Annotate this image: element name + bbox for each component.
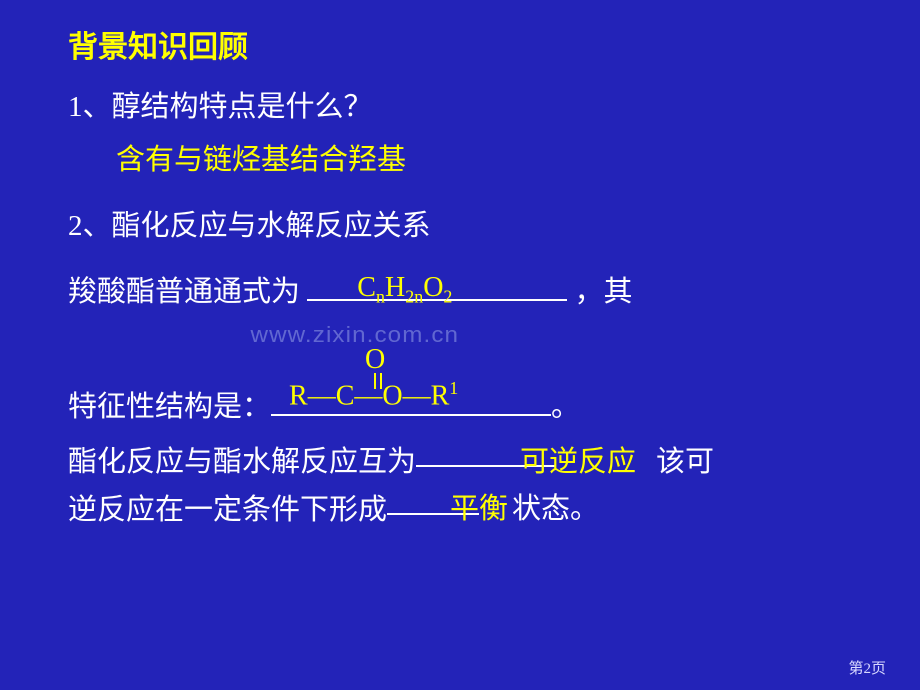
text-5a-suf: 该可 [656, 439, 714, 487]
line-reversible: 酯化反应与酯水解反应互为 可逆反应该可 逆反应在一定条件下形成 平衡状态。 [68, 439, 872, 535]
text-pre: 特征性结构是： [68, 391, 271, 423]
structure-sup: 1 [449, 378, 458, 398]
structure-formula: R—C—O—R1 [289, 378, 458, 412]
question-2: 2、酯化反应与水解反应关系 [68, 202, 872, 244]
blank-structure: O R—C—O—R1 [271, 384, 551, 416]
formula-sub-2: 2 [443, 287, 452, 307]
formula-sub-n: n [376, 287, 385, 307]
formula-O: O [423, 272, 443, 303]
answer-1: 含有与链烃基结合羟基 [116, 136, 872, 178]
text-5a-pre: 酯化反应与酯水解反应互为 [68, 446, 416, 478]
text-5b-suf: 状态。 [512, 486, 599, 534]
question-1: 1、醇结构特点是什么？ [68, 84, 872, 130]
text-suf: 。 [551, 391, 580, 423]
formula-H: H [385, 272, 405, 303]
text-5b-pre: 逆反应在一定条件下形成 [68, 494, 387, 526]
text-suf: ，其 [575, 276, 633, 308]
slide-title: 背景知识回顾 [68, 22, 872, 66]
fill-equilibrium: 平衡 [450, 486, 508, 534]
blank-formula: CnH2nO2 [307, 269, 567, 301]
formula-C: C [357, 272, 376, 303]
line-structure: 特征性结构是： O R—C—O—R1 。 [68, 383, 872, 425]
watermark: www.zixin.com.cn [251, 322, 460, 348]
line-formula: 羧酸酯普通通式为 CnH2nO2 ，其 [68, 262, 872, 323]
slide: 背景知识回顾 1、醇结构特点是什么？ 含有与链烃基结合羟基 2、酯化反应与水解反… [0, 0, 920, 690]
fill-reversible: 可逆反应 [520, 439, 636, 487]
double-bond-O: O [365, 344, 385, 376]
chemical-formula: CnH2nO2 [357, 259, 452, 318]
page-number: 第2页 [848, 657, 886, 678]
text-pre: 羧酸酯普通通式为 [68, 276, 300, 308]
structure-text: R—C—O—R [289, 380, 449, 411]
formula-sub-2n: 2n [405, 287, 423, 307]
